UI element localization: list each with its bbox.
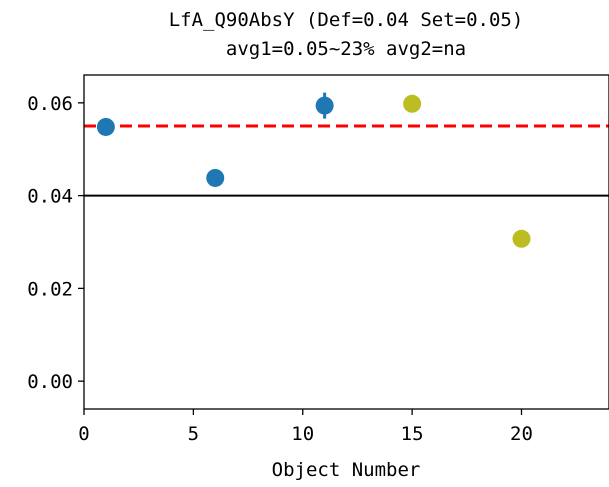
data-point-s0-1	[206, 168, 225, 187]
x-tick-label: 20	[510, 423, 533, 445]
data-point-s0-0	[96, 117, 115, 136]
data-point-s1-1	[512, 229, 531, 248]
data-point-s1-0	[403, 94, 422, 113]
plot-area: 0 5 10 15 20 0.00 0.02 0.04 0.06	[27, 74, 609, 445]
y-tick-label: 0.04	[27, 186, 73, 208]
x-axis-label: Object Number	[272, 459, 421, 481]
data-point-s0-2	[315, 96, 334, 115]
x-tick-label: 5	[188, 423, 199, 445]
x-tick-label: 0	[78, 423, 89, 445]
x-tick-label: 10	[291, 423, 314, 445]
chart-title: LfA_Q90AbsY (Def=0.04 Set=0.05) avg1=0.0…	[169, 9, 524, 60]
chart-title-line-2: avg1=0.05~23% avg2=na	[226, 38, 466, 60]
y-tick-label: 0.00	[27, 371, 73, 393]
chart-title-line-1: LfA_Q90AbsY (Def=0.04 Set=0.05)	[169, 9, 524, 31]
plot-frame	[83, 74, 609, 410]
y-tick-label: 0.06	[27, 93, 73, 115]
x-tick-label: 15	[401, 423, 424, 445]
y-tick-label: 0.02	[27, 278, 73, 300]
